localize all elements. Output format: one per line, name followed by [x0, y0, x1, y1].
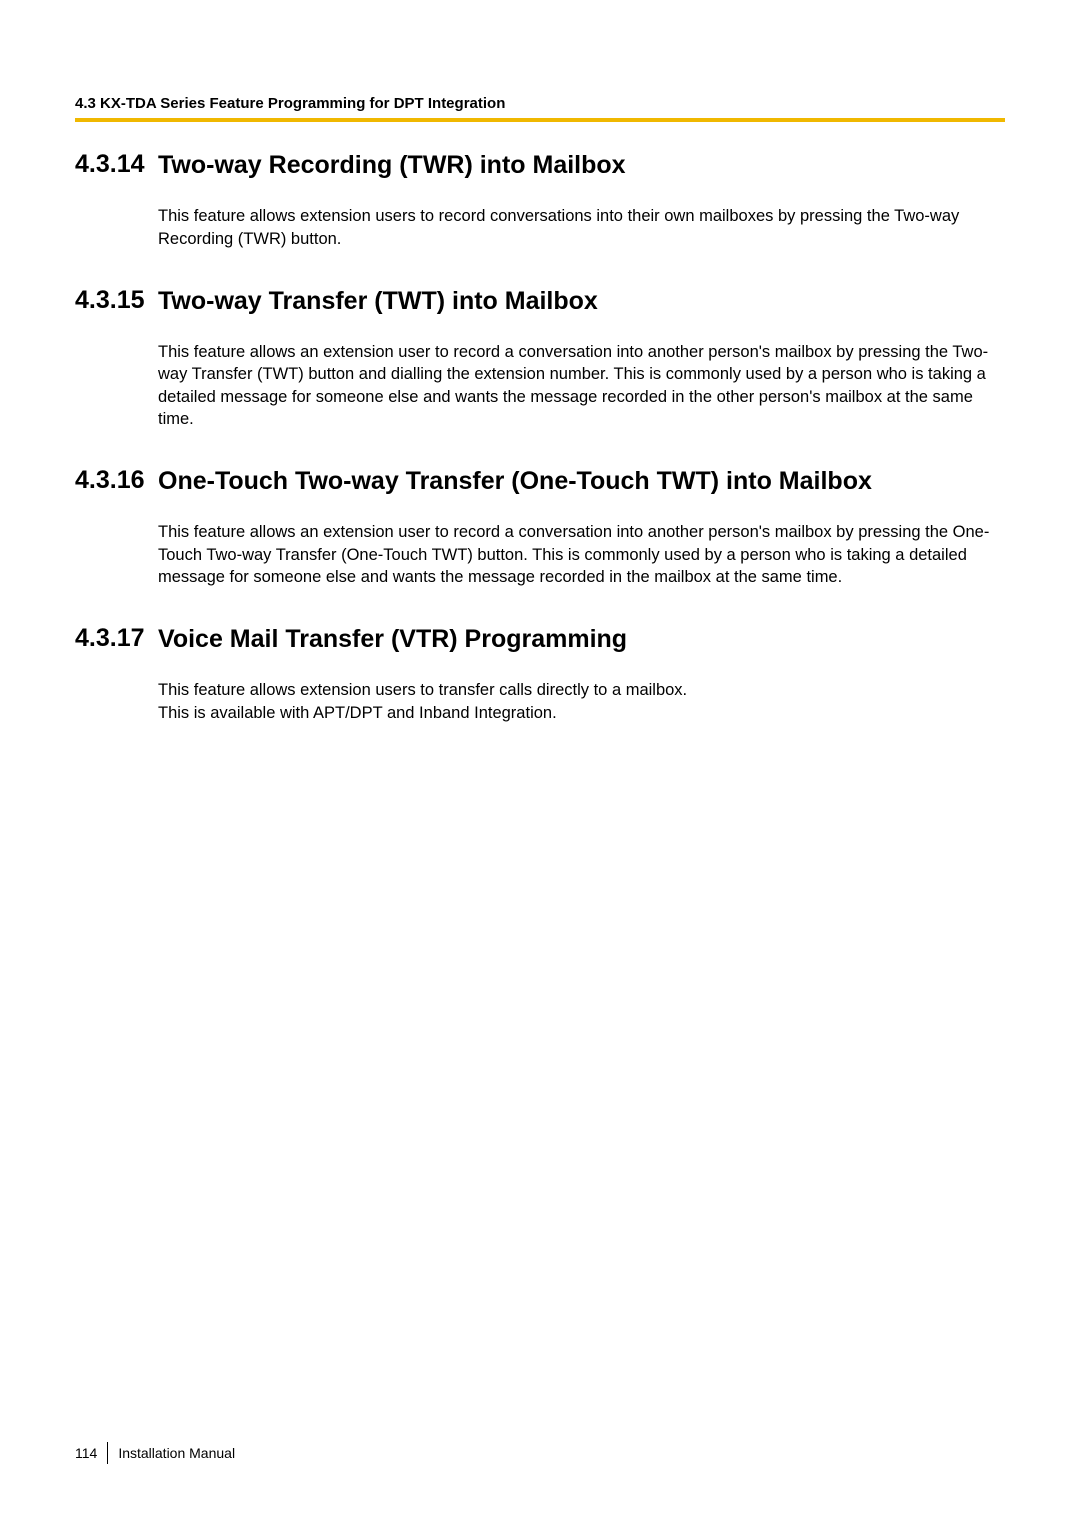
header-divider — [75, 118, 1005, 122]
section-number: 4.3.16 — [75, 466, 158, 495]
section-number: 4.3.14 — [75, 150, 158, 179]
section-4-3-17: 4.3.17 Voice Mail Transfer (VTR) Program… — [75, 624, 1005, 724]
section-4-3-14: 4.3.14 Two-way Recording (TWR) into Mail… — [75, 150, 1005, 250]
section-number: 4.3.15 — [75, 286, 158, 315]
section-title: Voice Mail Transfer (VTR) Programming — [158, 624, 627, 655]
document-page: 4.3 KX-TDA Series Feature Programming fo… — [0, 0, 1080, 724]
section-title: One-Touch Two-way Transfer (One-Touch TW… — [158, 466, 872, 497]
section-heading: 4.3.14 Two-way Recording (TWR) into Mail… — [75, 150, 1005, 181]
footer-separator — [107, 1442, 108, 1464]
section-title: Two-way Transfer (TWT) into Mailbox — [158, 286, 598, 317]
page-number: 114 — [75, 1445, 107, 1461]
section-heading: 4.3.15 Two-way Transfer (TWT) into Mailb… — [75, 286, 1005, 317]
section-4-3-16: 4.3.16 One-Touch Two-way Transfer (One-T… — [75, 466, 1005, 588]
section-title: Two-way Recording (TWR) into Mailbox — [158, 150, 626, 181]
section-body: This feature allows extension users to t… — [158, 679, 1005, 724]
section-number: 4.3.17 — [75, 624, 158, 653]
section-4-3-15: 4.3.15 Two-way Transfer (TWT) into Mailb… — [75, 286, 1005, 430]
page-header: 4.3 KX-TDA Series Feature Programming fo… — [75, 95, 1005, 118]
section-body: This feature allows extension users to r… — [158, 205, 1005, 250]
page-footer: 114 Installation Manual — [75, 1442, 235, 1464]
section-body: This feature allows an extension user to… — [158, 341, 1005, 430]
document-title: Installation Manual — [118, 1445, 235, 1461]
section-heading: 4.3.17 Voice Mail Transfer (VTR) Program… — [75, 624, 1005, 655]
section-heading: 4.3.16 One-Touch Two-way Transfer (One-T… — [75, 466, 1005, 497]
section-body: This feature allows an extension user to… — [158, 521, 1005, 588]
